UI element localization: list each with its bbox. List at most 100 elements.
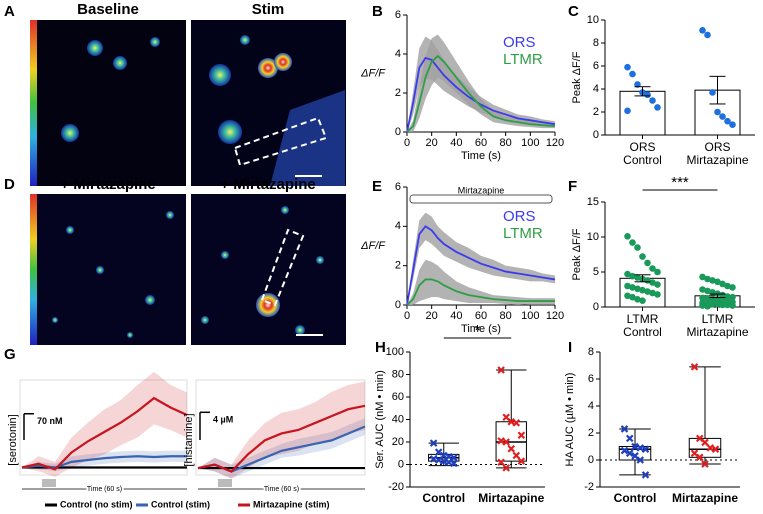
y-tick-label: 0 [398,458,404,470]
significance-label: *** [671,174,689,191]
data-point [719,280,726,288]
x-tick-label: 40 [450,137,462,149]
y-tick-label: 100 [386,346,404,358]
data-point [439,457,448,465]
y-tick-label: 6 [395,9,401,21]
data-point [729,293,736,301]
x-tick-label: 20 [426,310,438,322]
panel-letter: E [372,178,382,195]
data-point [724,117,731,125]
y-tick-label: 15 [587,196,599,208]
y-tick-label: 0 [395,299,401,311]
data-point [429,439,438,447]
y-axis-label: ΔF/F [360,240,386,252]
y-tick-label: 4 [593,83,599,95]
data-point [654,104,661,111]
data-point [704,303,711,310]
x-tick-label: 0 [404,310,410,322]
panel-letter: A [4,3,15,20]
data-point [724,282,731,290]
data-point [434,456,443,464]
data-point [654,291,661,298]
data-point [701,460,709,468]
scale-bar-label: 4 µM [213,415,233,425]
y-tick-label: 8 [588,346,594,358]
y-axis-label: Peak ΔF/F [571,228,583,280]
panel-letter: D [4,176,15,193]
data-point [699,27,706,34]
line [406,56,556,133]
data-point [497,366,505,374]
y-axis-label: [histamine] [183,413,195,466]
data-point [699,302,706,309]
data-point [629,272,636,280]
data-point [624,270,631,278]
data-point [706,444,715,452]
data-point [502,438,510,446]
data-point [719,301,726,309]
data-point [512,451,521,460]
x-tick-label: 60 [475,137,487,149]
x-tick-label: Mirtazapine [672,491,738,505]
data-point [729,284,736,291]
data-point [644,288,651,295]
micrograph [30,20,346,186]
y-tick-label: 40 [392,413,404,425]
data-point [714,108,721,116]
data-point [517,457,526,465]
y-tick-label: 0 [593,129,599,141]
data-point [704,31,711,39]
y-tick-label: 2 [395,87,401,99]
data-point [719,291,726,299]
data-point [634,81,641,88]
drug-label: Mirtazapine [458,185,505,195]
legend-label: LTMR [503,225,543,242]
border [19,379,188,476]
data-point [704,287,711,295]
y-tick-label: 80 [392,368,404,380]
image-title: Stim [252,1,285,18]
stimulus-marker [218,479,232,487]
line [406,225,556,306]
data-point [649,97,656,104]
data-point [445,458,453,467]
data-point [709,300,716,308]
y-tick-label: 6 [593,60,599,72]
data-point [624,63,631,71]
data-point [620,446,629,455]
data-point [624,282,631,290]
data-point [729,302,736,309]
x-tick-label: ORS Control [623,140,662,167]
data-point [711,445,720,453]
x-axis-label: Time (60 s) [264,486,299,493]
error-band [407,34,555,132]
data-point [699,294,706,302]
data-point [639,286,646,294]
line [197,404,366,473]
data-point [654,281,661,288]
data-point [517,431,526,440]
panel-letter: I [568,339,572,356]
data-point [629,239,636,246]
micrograph [30,194,346,345]
data-point [654,268,661,276]
y-tick-label: 2 [395,260,401,272]
data-point [724,293,731,300]
data-point [709,89,716,96]
data-point [497,458,505,467]
data-point [502,464,510,472]
data-point [634,274,641,281]
x-tick-label: ORS Mirtazapine [686,140,749,167]
data-point [620,425,629,433]
panel-letter: F [568,178,577,195]
line [21,396,188,471]
y-tick-label: -20 [388,481,404,493]
legend-label: Control (no stim) [60,499,133,509]
y-tick-label: 8 [593,37,599,49]
data-point [699,273,706,281]
data-point [625,449,634,458]
x-tick-label: 40 [450,310,462,322]
legend-label: ORS [503,34,536,51]
data-point [724,301,731,309]
y-tick-label: 0 [588,454,594,466]
